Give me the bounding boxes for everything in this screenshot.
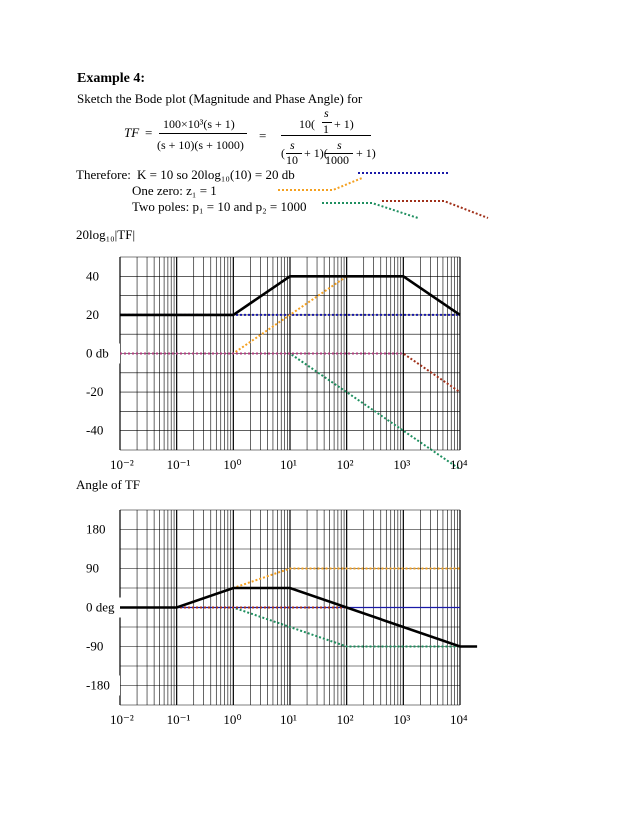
x-tick-label: 10² — [337, 457, 354, 472]
gain-text: K = 10 so 20log₁₀(10) = 20 db — [137, 167, 295, 182]
y-tick-label: 0 db — [86, 346, 109, 361]
y-tick-label: -90 — [86, 639, 103, 654]
x-tick-label: 10⁻² — [110, 712, 134, 727]
magnitude-axis-label: 20log₁₀|TF| — [76, 227, 136, 242]
x-tick-label: 10³ — [393, 457, 410, 472]
y-tick-label: 180 — [86, 522, 106, 537]
x-tick-label: 10⁻² — [110, 457, 134, 472]
fraction-bar-2 — [281, 135, 371, 136]
y-tick-label: -40 — [86, 423, 103, 438]
zero-text: One zero: z₁ = 1 — [132, 183, 217, 198]
equals-sign: = — [145, 125, 153, 140]
y-tick-label: 90 — [86, 561, 99, 576]
y-tick-bg — [80, 675, 120, 696]
x-tick-label: 10¹ — [280, 712, 297, 727]
x-tick-label: 10³ — [393, 712, 410, 727]
y-tick-bg — [80, 636, 113, 657]
y-tick-bg — [80, 343, 120, 364]
numerator-1: 100×10³(s + 1) — [163, 117, 235, 131]
x-tick-label: 10⁴ — [450, 457, 468, 472]
x-tick-label: 10² — [337, 712, 354, 727]
x-tick-label: 10⁰ — [223, 457, 241, 472]
y-tick-bg — [80, 266, 106, 287]
legend-pole1-line — [322, 202, 419, 219]
y-tick-label: -180 — [86, 678, 110, 693]
therefore-label: Therefore: — [76, 167, 131, 182]
y-tick-label: 20 — [86, 307, 99, 322]
num2-frac-bar — [322, 122, 332, 123]
x-tick-label: 10⁻¹ — [167, 712, 191, 727]
den2-f2-top: s — [337, 138, 342, 152]
y-tick-label: 40 — [86, 268, 99, 283]
num2-frac-bottom: 1 — [323, 122, 329, 136]
x-tick-label: 10⁻¹ — [167, 457, 191, 472]
den2-open: ( — [281, 146, 285, 160]
den2-f1-top: s — [290, 138, 295, 152]
equals-sign-2: = — [259, 128, 267, 143]
den2-f2-bottom: 1000 — [325, 153, 349, 167]
legend-pole2-line — [382, 200, 489, 219]
poles-text: Two poles: p₁ = 10 and p₂ = 1000 — [132, 199, 307, 214]
x-tick-label: 10¹ — [280, 457, 297, 472]
num2-frac-top: s — [324, 106, 329, 120]
y-tick-bg — [80, 382, 113, 403]
numerator-2-coef: 10( — [299, 117, 315, 131]
y-tick-bg — [80, 304, 106, 325]
numerator-2-tail: + 1) — [334, 117, 354, 131]
example-title: Example 4: — [77, 71, 146, 86]
x-tick-label: 10⁰ — [223, 712, 241, 727]
den2-mid: + 1)( — [304, 146, 328, 160]
series-pole2-line — [120, 352, 461, 393]
y-tick-bg — [80, 519, 113, 540]
series-total-line — [120, 586, 478, 648]
den2-f1-bar — [286, 153, 302, 154]
y-tick-label: -20 — [86, 384, 103, 399]
y-tick-label: 0 deg — [86, 600, 115, 615]
legend-zero-line — [278, 177, 363, 191]
tf-symbol: TF — [124, 125, 140, 140]
den2-tail: + 1) — [356, 146, 376, 160]
den2-f2-bar — [325, 153, 353, 154]
intro-text: Sketch the Bode plot (Magnitude and Phas… — [77, 91, 363, 106]
fraction-bar-1 — [159, 133, 247, 134]
y-tick-bg — [80, 597, 127, 618]
y-tick-bg — [80, 558, 106, 579]
series-total-line — [120, 274, 461, 317]
y-tick-bg — [80, 420, 113, 441]
phase-axis-label: Angle of TF — [76, 477, 141, 492]
den2-f1-bottom: 10 — [286, 153, 298, 167]
x-tick-label: 10⁴ — [450, 712, 468, 727]
denominator-1: (s + 10)(s + 1000) — [157, 138, 244, 152]
